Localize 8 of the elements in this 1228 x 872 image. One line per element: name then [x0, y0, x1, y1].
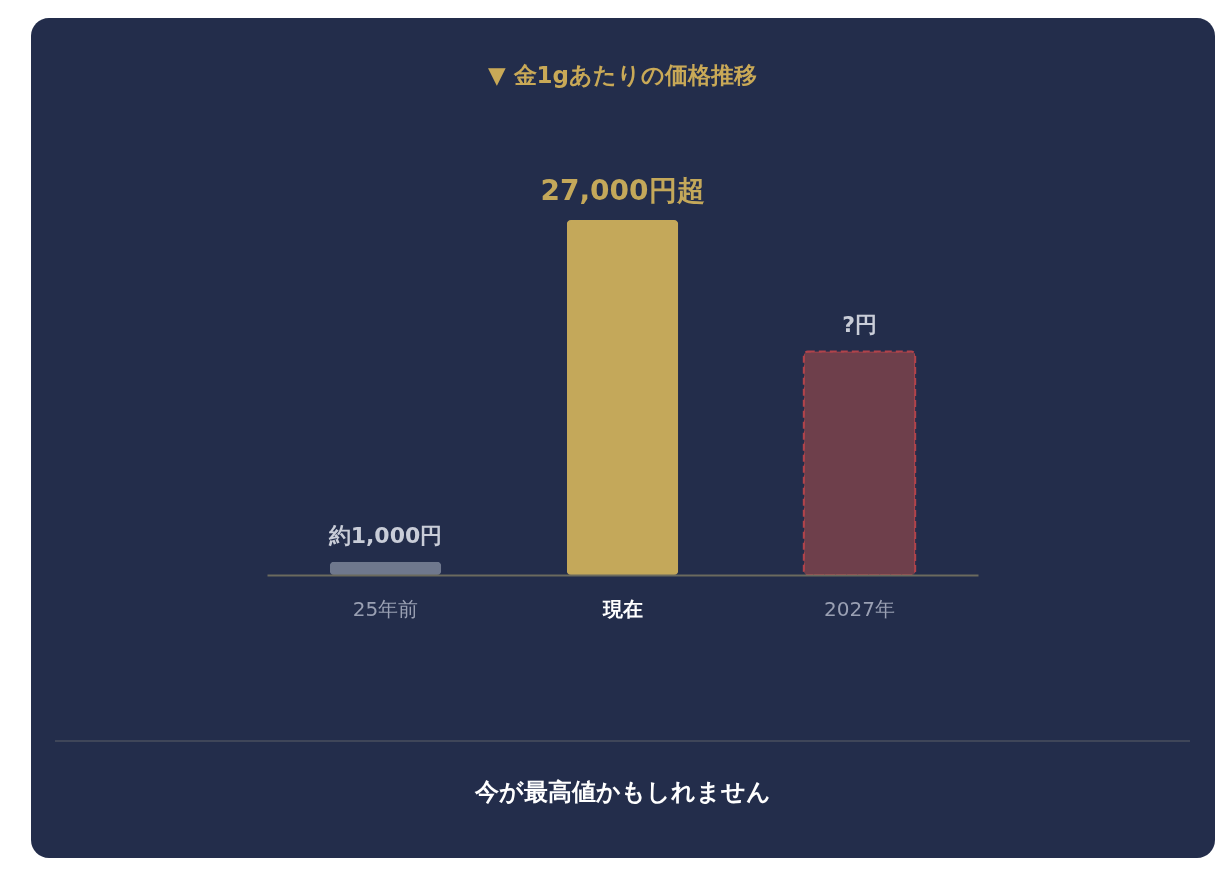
- chart-title: ▼ 金1gあたりの価格推移: [487, 62, 758, 88]
- x-tick-label: 25年前: [352, 596, 419, 621]
- text: 今が最高値かもしれません: [473, 778, 771, 806]
- x-tick-label: 現在: [601, 596, 643, 621]
- data-label: 27,000円超: [540, 174, 705, 207]
- x-tick-label: 2027年: [824, 596, 895, 621]
- data-label: ?円: [842, 312, 877, 338]
- data-label: 約1,000円: [327, 522, 443, 548]
